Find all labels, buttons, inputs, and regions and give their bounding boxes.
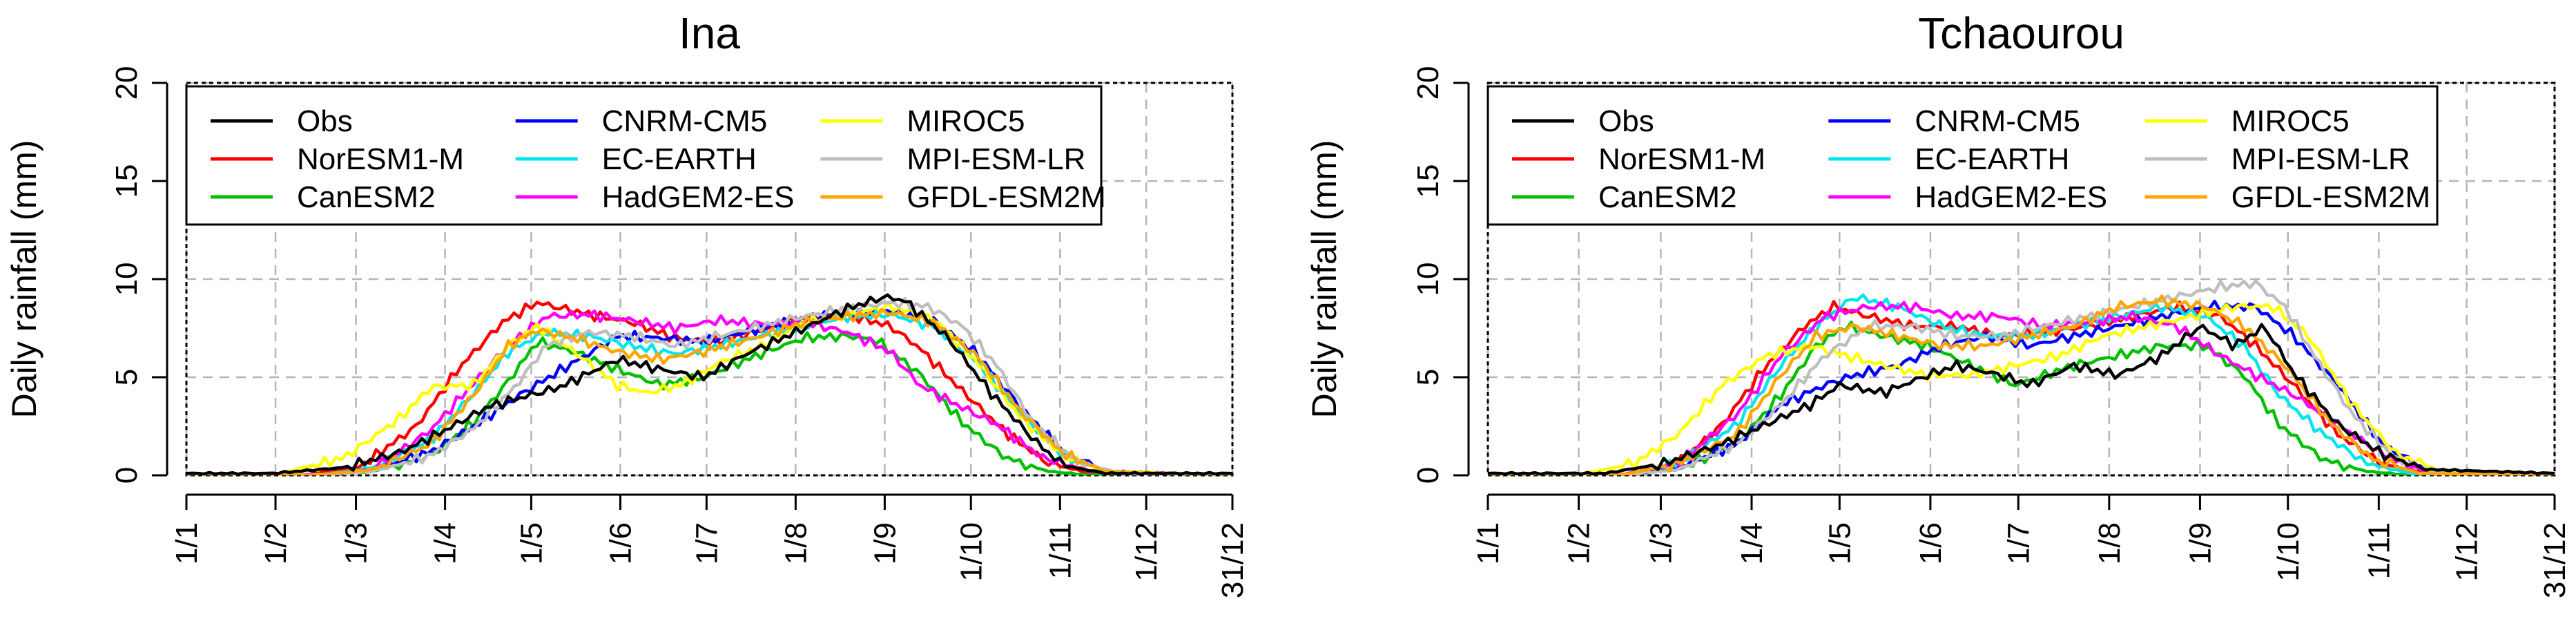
x-tick-label: 1/8 <box>2093 522 2127 564</box>
x-tick-label: 1/3 <box>340 522 374 564</box>
legend-label: MIROC5 <box>907 104 1025 138</box>
legend-label: MPI-ESM-LR <box>2231 142 2410 176</box>
y-tick-label: 20 <box>110 66 144 100</box>
chart-panel-1: Ina Daily rainfall (mm) 0 5 10 15 20 1/1 1/2 1/3 1… <box>5 8 1250 598</box>
y-tick-label: 5 <box>1411 369 1445 386</box>
x-tick-label: 1/5 <box>1823 522 1857 564</box>
x-tick-label: 1/6 <box>603 522 637 564</box>
y-tick-label: 0 <box>1411 467 1445 484</box>
legend-label: CanESM2 <box>297 180 436 214</box>
plot-frame <box>185 82 1234 477</box>
x-tick-label: 1/6 <box>1914 522 1948 564</box>
series-line-cnrm-cm5 <box>186 305 1232 475</box>
x-tick-label: 31/12 <box>2538 522 2572 598</box>
series-line-mpi-esm-lr <box>1488 279 2555 475</box>
legend-label: Obs <box>1598 104 1654 138</box>
series-line-miroc5 <box>1488 302 2555 475</box>
y-tick-label: 0 <box>110 467 144 484</box>
legend-label: NorESM1-M <box>1598 142 1765 176</box>
legend-label: HadGEM2-ES <box>602 180 795 214</box>
x-tick-label: 1/10 <box>954 522 988 582</box>
legend-label: CanESM2 <box>1598 180 1737 214</box>
x-tick-label: 1/9 <box>868 522 902 564</box>
y-axis-label: Daily rainfall (mm) <box>1305 140 1344 419</box>
y-axis-label: Daily rainfall (mm) <box>5 140 43 419</box>
legend-label: HadGEM2-ES <box>1915 180 2107 214</box>
legend-label: Obs <box>297 104 353 138</box>
legend: Obs NorESM1-M CanESM2 CNRM-CM5 EC-EARTH HadGE… <box>1486 85 2439 226</box>
x-tick-label: 1/7 <box>690 522 724 564</box>
x-tick-label: 1/1 <box>1471 522 1505 564</box>
x-tick-label: 1/10 <box>2272 522 2305 582</box>
legend-box <box>1486 85 2439 226</box>
chart-title: Ina <box>679 8 740 58</box>
x-tick-label: 1/3 <box>1644 522 1678 564</box>
x-tick-label: 1/9 <box>2183 522 2217 564</box>
series-line-gfdl-esm2m <box>1488 294 2555 475</box>
x-tick-label: 1/8 <box>779 522 813 564</box>
chart-title: Tchaourou <box>1918 8 2124 58</box>
x-tick-label: 1/2 <box>259 522 293 564</box>
legend-label: EC-EARTH <box>602 142 757 176</box>
legend-label: GFDL-ESM2M <box>2231 180 2430 214</box>
x-tick-label: 1/1 <box>170 522 204 564</box>
x-tick-label: 1/7 <box>2002 522 2035 564</box>
y-tick-label: 5 <box>110 369 144 386</box>
legend-label: MIROC5 <box>2231 104 2350 138</box>
series-line-noresm1-m <box>186 301 1232 475</box>
y-tick-label: 15 <box>110 164 144 198</box>
x-tick-label: 1/11 <box>2362 522 2396 579</box>
legend-label: EC-EARTH <box>1915 142 2069 176</box>
x-tick-label: 1/4 <box>429 522 463 564</box>
legend-label: GFDL-ESM2M <box>907 180 1105 214</box>
series-line-miroc5 <box>186 300 1232 475</box>
legend-label: CNRM-CM5 <box>602 104 768 138</box>
y-tick-label: 10 <box>110 263 144 296</box>
plot-frame <box>1486 82 2556 477</box>
series-line-gfdl-esm2m <box>186 307 1232 475</box>
x-tick-label: 1/5 <box>514 522 548 564</box>
y-tick-label: 10 <box>1411 263 1445 296</box>
legend-box <box>185 85 1103 226</box>
legend: Obs NorESM1-M CanESM2 CNRM-CM5 EC-EARTH HadGE… <box>185 85 1106 226</box>
series-group <box>1488 279 2555 475</box>
series-line-obs <box>186 293 1232 475</box>
series-group <box>186 293 1232 475</box>
x-tick-label: 31/12 <box>1216 522 1250 598</box>
x-tick-label: 1/12 <box>2450 522 2484 582</box>
series-line-canesm2 <box>186 331 1232 475</box>
x-tick-label: 1/11 <box>1043 522 1077 579</box>
x-tick-label: 1/2 <box>1562 522 1596 564</box>
x-tick-label: 1/4 <box>1735 522 1769 564</box>
legend-label: NorESM1-M <box>297 142 464 176</box>
y-tick-label: 15 <box>1411 164 1445 198</box>
series-line-obs <box>1488 323 2555 475</box>
legend-label: CNRM-CM5 <box>1915 104 2080 138</box>
series-line-mpi-esm-lr <box>186 297 1232 475</box>
y-tick-label: 20 <box>1411 66 1445 100</box>
x-tick-label: 1/12 <box>1130 522 1163 582</box>
legend-label: MPI-ESM-LR <box>907 142 1085 176</box>
